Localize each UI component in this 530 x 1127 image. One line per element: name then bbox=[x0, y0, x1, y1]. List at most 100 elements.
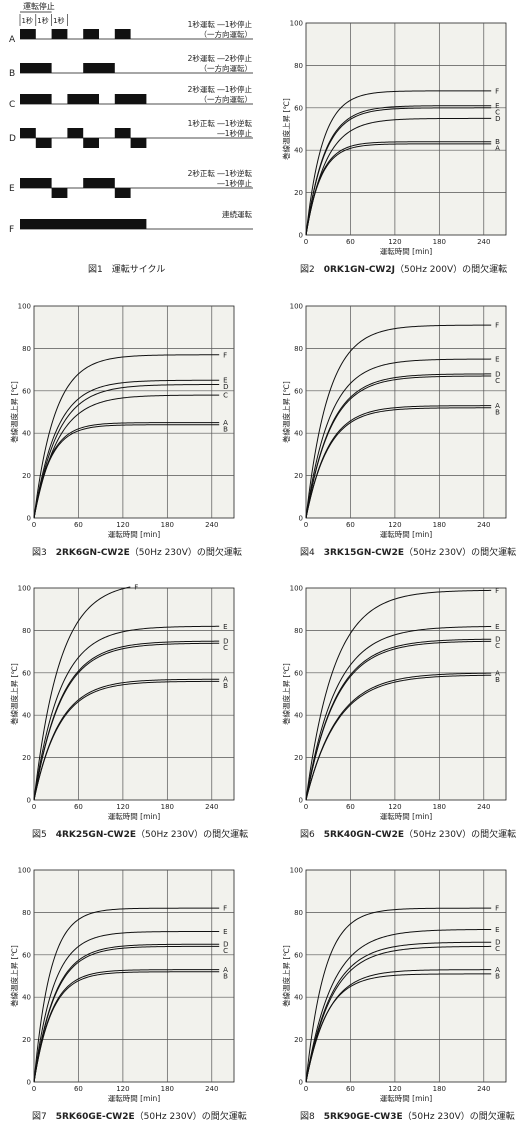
chart-fig6-caption: 図6 5RK40GN-CW2E（50Hz 230V）の間欠運転 bbox=[300, 830, 517, 840]
forward-run-block bbox=[51, 29, 68, 39]
x-tick-label: 120 bbox=[388, 238, 401, 246]
chart-fig5: 0 60 120 180 240 0 20 40 60 80 100 運転時間 [min] 巻線温度上昇… bbox=[8, 580, 248, 820]
series-line-c bbox=[33, 642, 220, 801]
forward-run-block bbox=[83, 63, 115, 73]
chart-fig4-svg: 0 60 120 180 240 0 20 40 60 80 100 運転時間 [min] 巻線温度上昇… bbox=[281, 303, 507, 538]
chart-fig6: 0 60 120 180 240 0 20 40 60 80 100 運転時間 [min] 巻線温度上昇… bbox=[280, 580, 520, 820]
cycle-row-c: C 2秒運転 ―1秒停止（一方向運転） bbox=[9, 84, 253, 110]
series-group bbox=[33, 907, 220, 1083]
series-line-e bbox=[305, 105, 492, 236]
y-tick-label: 20 bbox=[22, 472, 31, 480]
y-axis-label: 巻線温度上昇 [℃] bbox=[9, 945, 19, 1007]
series-line-b bbox=[33, 680, 220, 801]
series-label-d: D bbox=[223, 383, 228, 391]
chart-fig7-svg: 0 60 120 180 240 0 20 40 60 80 100 運転時間 [min] 巻線温度上昇… bbox=[9, 867, 235, 1102]
y-tick-label: 40 bbox=[22, 994, 31, 1002]
series-line-a bbox=[305, 143, 492, 236]
y-tick-label: 40 bbox=[22, 712, 31, 720]
y-tick-label: 100 bbox=[18, 585, 31, 593]
chart-fig3-caption: 図3 2RK6GN-CW2E（50Hz 230V）の間欠運転 bbox=[32, 548, 242, 558]
series-line-b bbox=[33, 971, 220, 1083]
series-label-c: C bbox=[495, 377, 500, 385]
reverse-run-block bbox=[130, 138, 147, 148]
series-line-e bbox=[305, 626, 492, 801]
y-tick-label: 80 bbox=[294, 909, 303, 917]
series-label-c: C bbox=[223, 644, 228, 652]
series-label-d: D bbox=[495, 370, 500, 378]
series-line-f bbox=[33, 354, 220, 519]
x-tick-label: 180 bbox=[161, 521, 174, 529]
y-tick-label: 100 bbox=[290, 303, 303, 311]
x-tick-label: 180 bbox=[433, 803, 446, 811]
cycle-row-a: A 1秒運転 ―1秒停止（一方向運転） bbox=[9, 19, 253, 45]
cycle-row-description: 2秒運転 ―1秒停止 bbox=[188, 84, 253, 94]
y-tick-label: 40 bbox=[294, 147, 303, 155]
y-tick-label: 100 bbox=[290, 867, 303, 875]
forward-run-block bbox=[67, 94, 99, 104]
y-tick-label: 60 bbox=[294, 951, 303, 959]
series-line-f bbox=[305, 589, 492, 801]
series-line-d bbox=[305, 638, 492, 801]
y-tick-label: 20 bbox=[294, 1036, 303, 1044]
y-axis-label: 巻線温度上昇 [℃] bbox=[9, 663, 19, 725]
plot-area bbox=[305, 869, 507, 1083]
series-line-c bbox=[305, 375, 492, 519]
series-label-f: F bbox=[495, 905, 499, 913]
series-label-c: C bbox=[495, 945, 500, 953]
series-label-d: D bbox=[223, 638, 228, 646]
series-label-c: C bbox=[495, 642, 500, 650]
series-label-d: D bbox=[495, 115, 500, 123]
cycle-row-label: B bbox=[9, 69, 15, 79]
cycle-row-label: E bbox=[9, 184, 15, 194]
cycle-row-d: D 1秒正転 ―1秒逆転―1秒停止 bbox=[9, 118, 253, 148]
cycle-row-f: F 連続運転 bbox=[9, 209, 253, 235]
one-second-label: 1秒 bbox=[53, 16, 64, 25]
cycle-row-description: （一方向運転） bbox=[200, 63, 253, 73]
y-tick-label: 60 bbox=[22, 951, 31, 959]
forward-run-block bbox=[83, 178, 115, 188]
series-line-a bbox=[305, 672, 492, 801]
y-tick-label: 20 bbox=[294, 754, 303, 762]
series-group bbox=[305, 90, 492, 236]
x-tick-label: 0 bbox=[304, 521, 308, 529]
chart-fig8-svg: 0 60 120 180 240 0 20 40 60 80 100 運転時間 [min] 巻線温度上昇… bbox=[281, 867, 507, 1102]
y-axis-label: 巻線温度上昇 [℃] bbox=[281, 663, 291, 725]
forward-run-block bbox=[20, 219, 147, 229]
y-tick-label: 0 bbox=[27, 515, 31, 523]
series-label-a: A bbox=[495, 966, 500, 974]
forward-run-block bbox=[83, 29, 99, 39]
series-group bbox=[33, 354, 220, 519]
chart-fig5-svg: 0 60 120 180 240 0 20 40 60 80 100 運転時間 [min] 巻線温度上昇… bbox=[9, 583, 235, 820]
plot-area bbox=[305, 305, 507, 519]
series-label-a: A bbox=[223, 966, 228, 974]
series-line-a bbox=[33, 678, 220, 801]
series-label-d: D bbox=[495, 939, 500, 947]
series-label-b: B bbox=[223, 426, 228, 434]
y-tick-label: 80 bbox=[294, 62, 303, 70]
x-tick-label: 120 bbox=[116, 803, 129, 811]
x-tick-label: 120 bbox=[388, 521, 401, 529]
x-axis-label: 運転時間 [min] bbox=[380, 530, 432, 538]
x-tick-label: 240 bbox=[477, 803, 490, 811]
y-tick-label: 80 bbox=[22, 909, 31, 917]
series-label-d: D bbox=[495, 636, 500, 644]
chart-fig2-svg: 0 60 120 180 240 0 20 40 60 80 100 運転時間 [min] 巻線温度上昇… bbox=[281, 20, 507, 255]
chart-fig7-caption: 図7 5RK60GE-CW2E（50Hz 230V）の間欠運転 bbox=[32, 1112, 247, 1122]
series-label-c: C bbox=[495, 109, 500, 117]
x-axis-label: 運転時間 [min] bbox=[380, 812, 432, 820]
y-axis-label: 巻線温度上昇 [℃] bbox=[281, 98, 291, 160]
y-tick-label: 60 bbox=[294, 104, 303, 112]
x-axis-label: 運転時間 [min] bbox=[108, 812, 160, 820]
y-tick-label: 40 bbox=[22, 430, 31, 438]
reverse-run-block bbox=[114, 188, 131, 198]
series-line-e bbox=[33, 930, 220, 1083]
series-label-f: F bbox=[223, 905, 227, 913]
reverse-run-block bbox=[35, 138, 52, 148]
x-axis-label: 運転時間 [min] bbox=[380, 1094, 432, 1102]
stop-label: 停止 bbox=[39, 1, 55, 11]
series-label-a: A bbox=[495, 402, 500, 410]
forward-run-block bbox=[67, 128, 84, 138]
y-tick-label: 80 bbox=[294, 627, 303, 635]
series-group bbox=[305, 324, 492, 519]
